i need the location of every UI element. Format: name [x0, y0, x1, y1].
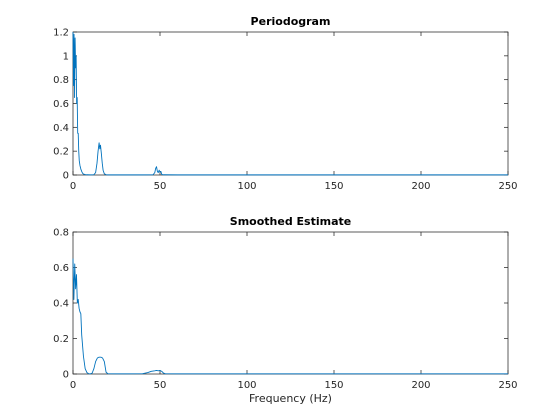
y-tick-label: 0.8 — [53, 228, 69, 239]
x-tick-label: 200 — [411, 380, 430, 391]
y-tick-label: 0.4 — [53, 123, 69, 134]
periodogram-axes: Periodogram 0 50 100 150 200 250 0 0.2 0.4 0.6 0.8… — [53, 15, 517, 192]
x-tick-label: 0 — [70, 181, 76, 192]
series-line — [72, 258, 508, 375]
x-tick-label: 50 — [154, 380, 167, 391]
y-tick-label: 0 — [63, 171, 69, 182]
tick-labels: 0 50 100 150 200 250 0 0.2 0.4 0.6 0.8 1 1.2 — [53, 28, 517, 193]
y-tick-label: 0.6 — [53, 263, 69, 274]
series-line — [72, 31, 508, 176]
y-tick-label: 0 — [63, 370, 69, 381]
x-axis-label: Frequency (Hz) — [249, 392, 332, 405]
x-tick-label: 0 — [70, 380, 76, 391]
chart-title: Smoothed Estimate — [230, 215, 351, 228]
y-tick-label: 0.6 — [53, 99, 69, 110]
y-tick-label: 1 — [63, 51, 69, 62]
plot-area — [72, 258, 508, 375]
x-tick-label: 50 — [154, 181, 167, 192]
y-tick-label: 1.2 — [53, 28, 69, 39]
plot-area — [72, 31, 508, 176]
y-tick-label: 0.2 — [53, 147, 69, 158]
x-tick-label: 100 — [237, 380, 256, 391]
x-tick-label: 250 — [498, 380, 517, 391]
y-tick-label: 0.2 — [53, 334, 69, 345]
y-tick-label: 0.4 — [53, 299, 69, 310]
chart-title: Periodogram — [251, 15, 331, 28]
y-tick-label: 0.8 — [53, 75, 69, 86]
x-tick-label: 250 — [498, 181, 517, 192]
x-tick-label: 150 — [324, 181, 343, 192]
smoothed-estimate-axes: Smoothed Estimate Frequency (Hz) 0 50 100 1… — [53, 215, 517, 405]
axes-box — [72, 31, 509, 176]
x-tick-label: 100 — [237, 181, 256, 192]
axes-box — [72, 231, 509, 375]
tick-labels: 0 50 100 150 200 250 0 0.2 0.4 0.6 0.8 — [53, 228, 517, 392]
x-tick-label: 200 — [411, 181, 430, 192]
x-tick-label: 150 — [324, 380, 343, 391]
